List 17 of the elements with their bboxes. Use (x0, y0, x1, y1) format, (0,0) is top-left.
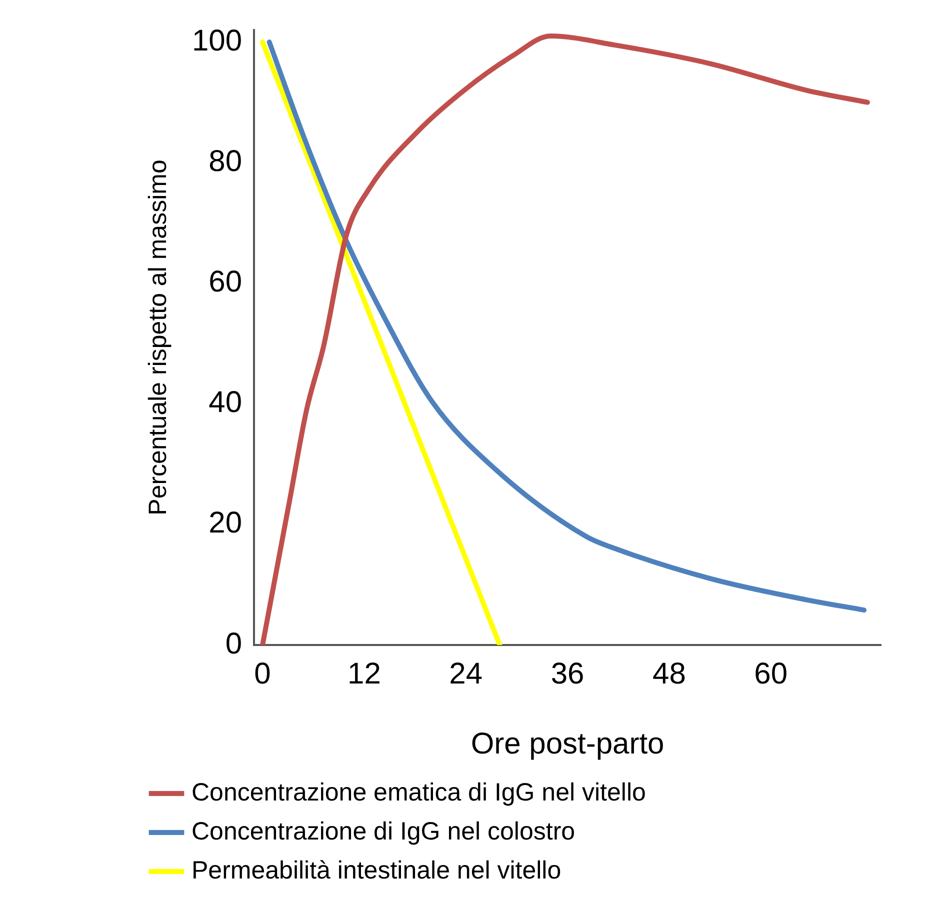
y-tick-label: 20 (208, 506, 242, 540)
x-tick-label: 24 (449, 657, 483, 690)
y-tick-label: 60 (208, 266, 242, 298)
x-tick-label: 12 (348, 657, 381, 690)
legend-label: Concentrazione di IgG nel colostro (192, 817, 576, 846)
x-tick-label: 48 (652, 657, 686, 690)
legend-label: Permeabilità intestinale nel vitello (192, 856, 562, 884)
x-tick-label: 0 (254, 657, 271, 690)
legend-label: Concentrazione ematica di IgG nel vitello (192, 778, 646, 806)
y-axis-title: Percentuale rispetto al massimo (144, 160, 172, 516)
x-axis-title: Ore post-parto (470, 727, 664, 760)
x-tick-label: 36 (550, 657, 584, 690)
y-tick-label: 40 (208, 386, 242, 420)
x-tick-label: 60 (754, 657, 788, 690)
y-tick-label: 80 (208, 144, 242, 178)
y-tick-label: 100 (192, 24, 242, 58)
y-tick-label: 0 (225, 627, 242, 660)
